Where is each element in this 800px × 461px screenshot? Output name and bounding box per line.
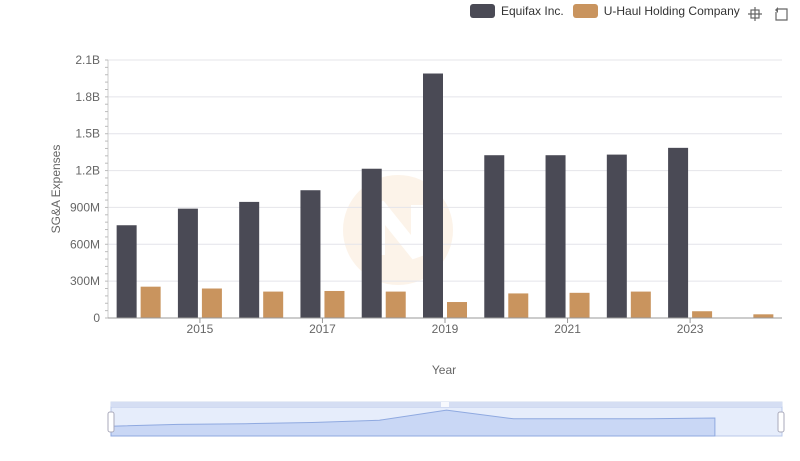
y-tick-label: 900M (70, 200, 100, 214)
y-tick-label: 0 (93, 311, 100, 325)
bar-equifax-2018[interactable] (361, 168, 382, 318)
bar-equifax-2015[interactable] (177, 208, 198, 318)
y-tick-label: 1.8B (75, 90, 100, 104)
bar-uhaul-2024[interactable] (753, 314, 774, 318)
bars (116, 73, 774, 318)
y-axis: 0 300M 600M 900M 1.2B 1.5B 1.8B 2.1B (70, 53, 109, 325)
bar-uhaul-2018[interactable] (385, 291, 406, 318)
x-tick-label: 2015 (187, 322, 214, 336)
legend-item-equifax[interactable]: Equifax Inc. (470, 4, 564, 18)
bar-equifax-2014[interactable] (116, 225, 137, 318)
legend-swatch-uhaul (572, 4, 598, 18)
legend-swatch-equifax (470, 4, 495, 18)
y-tick-label: 1.5B (75, 127, 100, 141)
x-axis-label: Year (432, 363, 456, 377)
y-tick-label: 1.2B (75, 164, 100, 178)
bar-equifax-2019[interactable] (423, 73, 443, 318)
bar-uhaul-2016[interactable] (263, 291, 284, 318)
bar-equifax-2020[interactable] (484, 155, 505, 318)
bar-uhaul-2015[interactable] (201, 288, 222, 318)
x-tick-label: 2023 (677, 322, 704, 336)
data-zoom-slider[interactable] (107, 401, 785, 437)
x-axis: 2015 2017 2019 2021 2023 (108, 317, 782, 336)
bar-uhaul-2023[interactable] (692, 311, 713, 318)
bar-uhaul-2014[interactable] (140, 286, 161, 318)
legend: Equifax Inc. U-Haul Holding Company (470, 4, 749, 18)
zoom-handle-right[interactable] (777, 411, 785, 433)
zoom-handle-left[interactable] (107, 411, 115, 433)
reset-icon[interactable] (773, 6, 789, 22)
x-tick-label: 2017 (309, 322, 336, 336)
bar-equifax-2023[interactable] (668, 147, 689, 318)
y-tick-label: 300M (70, 274, 100, 288)
bar-uhaul-2017[interactable] (324, 290, 345, 318)
bar-uhaul-2020[interactable] (508, 293, 529, 318)
bar-equifax-2021[interactable] (545, 155, 566, 318)
y-axis-label: SG&A Expenses (49, 145, 63, 234)
legend-item-uhaul[interactable]: U-Haul Holding Company (572, 4, 740, 18)
zoom-icon[interactable] (747, 6, 763, 22)
bar-uhaul-2021[interactable] (569, 292, 590, 318)
bar-uhaul-2022[interactable] (630, 291, 651, 318)
legend-label-equifax: Equifax Inc. (501, 4, 564, 18)
bar-uhaul-2019[interactable] (447, 302, 467, 318)
y-tick-label: 2.1B (75, 53, 100, 67)
zoom-preview-area (110, 409, 716, 437)
bar-equifax-2016[interactable] (239, 201, 260, 318)
x-tick-label: 2019 (432, 322, 459, 336)
bar-equifax-2017[interactable] (300, 190, 321, 318)
y-tick-label: 600M (70, 237, 100, 251)
x-tick-label: 2021 (554, 322, 581, 336)
zoom-center-grip[interactable] (441, 402, 449, 407)
legend-label-uhaul: U-Haul Holding Company (603, 4, 740, 18)
bar-equifax-2022[interactable] (606, 154, 627, 318)
